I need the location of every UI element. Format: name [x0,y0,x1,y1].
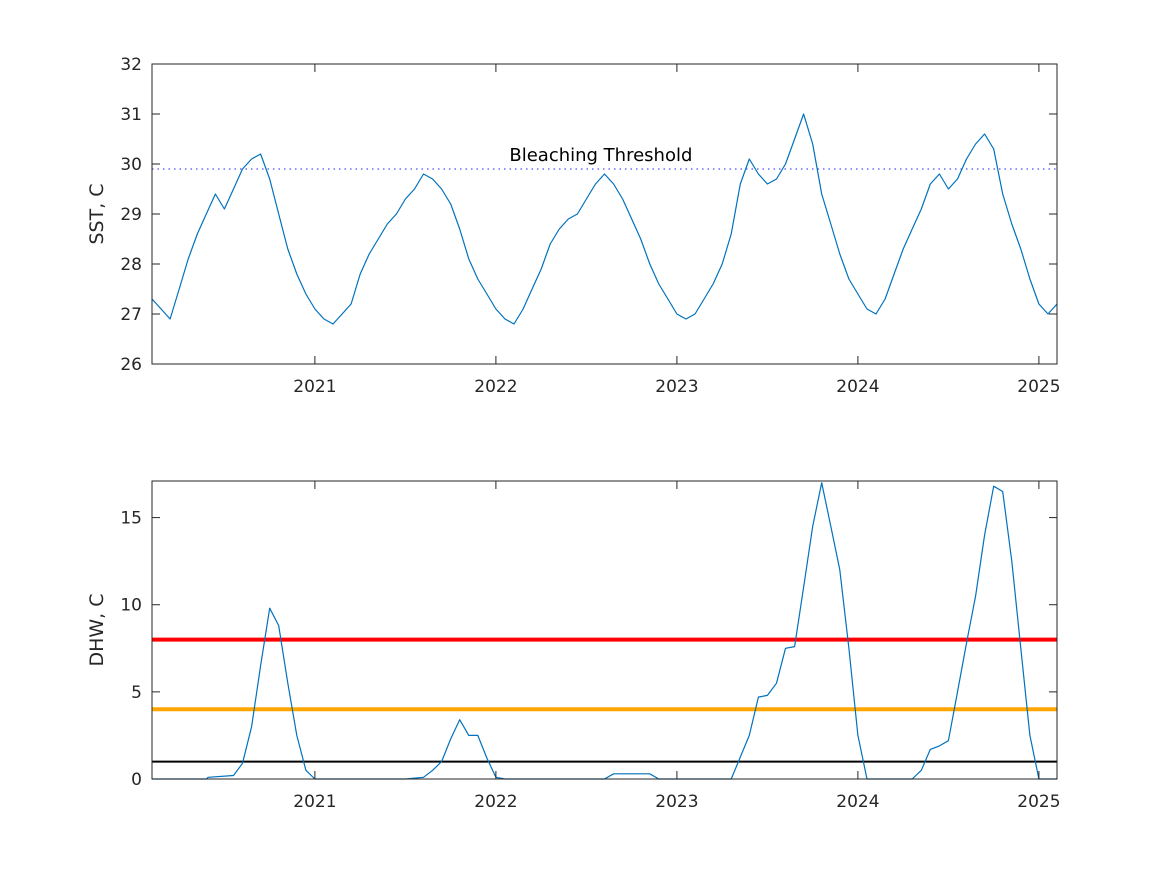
dhw-x-tick-label: 2024 [836,792,879,812]
dhw-y-axis-label: DHW, C [86,593,108,666]
sst-y-tick-label: 30 [120,155,142,175]
dhw-series-line [152,482,1057,780]
dhw-panel: 2021 2022 2023 2024 2025 0 5 10 15 DHW, C [86,480,1061,812]
dhw-y-tick-label: 5 [131,683,142,703]
sst-series-line [151,113,1058,325]
dhw-tick-layer: 2021 2022 2023 2024 2025 0 5 10 15 [120,481,1061,812]
sst-y-axis-label: SST, C [86,183,108,244]
dhw-axes-frame [151,480,1058,780]
sst-x-tick-label: 2024 [836,377,879,397]
dhw-y-tick-label: 10 [120,596,142,616]
sst-panel: 2021 2022 2023 2024 2025 26 27 28 29 30 31 32 Bleac… [86,55,1061,397]
dhw-y-tick-label: 0 [131,770,142,790]
dhw-x-tick-label: 2025 [1017,792,1060,812]
bleaching-threshold-label: Bleaching Threshold [509,145,692,166]
sst-y-tick-label: 29 [120,205,142,225]
sst-y-tick-label: 28 [120,255,142,275]
sst-y-tick-label: 32 [120,55,142,75]
sst-y-tick-label: 27 [120,305,142,325]
sst-data-layer [151,113,1058,325]
sst-plot-area [152,64,1057,364]
sst-x-tick-label: 2025 [1017,377,1060,397]
sst-x-tick-label: 2023 [655,377,698,397]
dhw-x-tick-label: 2022 [474,792,517,812]
dhw-x-tick-label: 2023 [655,792,698,812]
dhw-data-layer [152,482,1057,780]
sst-x-tick-label: 2022 [474,377,517,397]
sst-y-tick-label: 31 [120,105,142,125]
sst-x-tick-label: 2021 [293,377,336,397]
sst-y-tick-label: 26 [120,355,142,375]
dhw-x-tick-label: 2021 [293,792,336,812]
dhw-y-tick-label: 15 [120,509,142,529]
dhw-plot-area [152,481,1057,779]
sst-tick-layer: 2021 2022 2023 2024 2025 26 27 28 29 30 31 32 [120,55,1060,397]
sst-axes-frame [151,63,1058,365]
